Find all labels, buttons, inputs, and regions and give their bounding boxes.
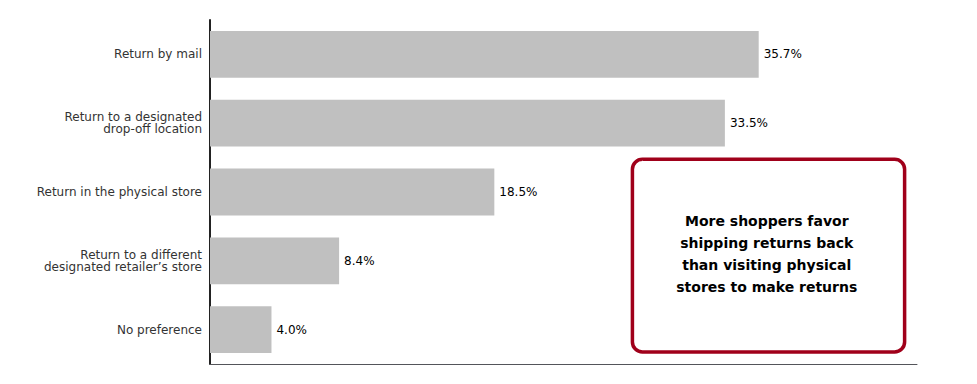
svg-text:No preference: No preference	[117, 323, 202, 337]
svg-text:Return to a designated: Return to a designated	[64, 110, 202, 125]
svg-text:designated retailer’s store: designated retailer’s store	[44, 260, 202, 274]
svg-text:4.0%: 4.0%	[276, 323, 307, 337]
svg-text:More shoppers favor: More shoppers favor	[685, 213, 849, 229]
svg-text:shipping returns back: shipping returns back	[680, 235, 854, 251]
svg-text:Return by mail: Return by mail	[114, 47, 202, 61]
svg-text:Return to a different: Return to a different	[80, 247, 202, 262]
svg-text:18.5%: 18.5%	[499, 185, 537, 199]
svg-text:33.5%: 33.5%	[730, 116, 768, 130]
svg-text:drop-off location: drop-off location	[103, 122, 202, 136]
svg-text:than visiting physical: than visiting physical	[682, 257, 851, 273]
svg-text:35.7%: 35.7%	[764, 47, 802, 61]
svg-text:stores to make returns: stores to make returns	[676, 279, 857, 295]
svg-text:8.4%: 8.4%	[344, 254, 375, 268]
svg-text:Return in the physical store: Return in the physical store	[37, 185, 202, 199]
